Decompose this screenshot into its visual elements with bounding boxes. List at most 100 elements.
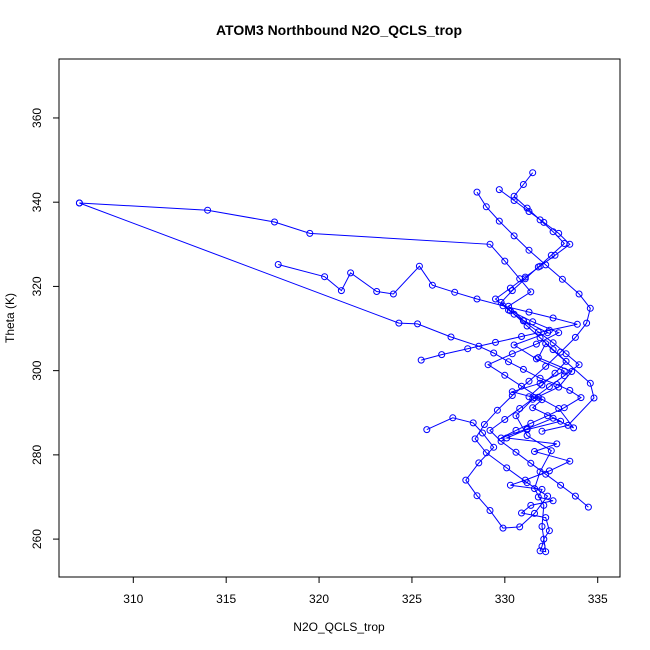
data-point	[492, 295, 499, 303]
data-point	[473, 295, 481, 303]
series-line	[79, 202, 595, 553]
data-point	[497, 437, 505, 445]
data-point	[583, 319, 591, 327]
data-point	[395, 319, 403, 327]
data-point	[447, 333, 455, 341]
chart-title: ATOM3 Northbound N2O_QCLS_trop	[216, 22, 462, 38]
data-point	[586, 379, 594, 387]
data-point	[518, 333, 525, 340]
data-point	[204, 206, 212, 214]
data-point	[347, 269, 355, 277]
data-point	[490, 443, 498, 451]
data-point	[510, 197, 518, 204]
data-point	[536, 334, 544, 342]
data-point	[484, 361, 492, 369]
data-point	[555, 405, 563, 412]
data-point	[521, 275, 529, 283]
data-point	[519, 365, 527, 373]
data-point	[510, 232, 518, 240]
data-point	[577, 394, 585, 402]
data-point	[534, 263, 542, 271]
series-line	[426, 191, 591, 529]
x-tick-label: 330	[495, 592, 515, 606]
data-point	[542, 514, 550, 522]
data-point	[562, 350, 570, 358]
data-point	[549, 414, 557, 422]
data-point	[423, 426, 431, 434]
data-point	[503, 464, 511, 472]
data-point	[534, 493, 542, 501]
data-point	[538, 427, 546, 435]
data-point	[512, 448, 520, 456]
data-point	[523, 322, 531, 330]
data-point	[493, 406, 501, 414]
y-tick-label: 300	[30, 360, 44, 380]
data-point	[542, 362, 550, 370]
data-point	[523, 479, 531, 487]
data-point	[486, 507, 494, 514]
x-axis-label: N2O_QCLS_trop	[293, 620, 385, 634]
data-point	[469, 419, 477, 427]
series-5	[497, 169, 570, 401]
data-point	[501, 416, 509, 423]
data-point	[586, 304, 594, 312]
data-point	[549, 314, 557, 322]
data-point	[505, 306, 512, 314]
data-point	[564, 421, 572, 429]
data-point	[573, 320, 581, 328]
data-point	[560, 367, 568, 375]
data-point	[532, 355, 540, 363]
data-point	[575, 361, 583, 369]
data-point	[584, 503, 592, 511]
data-point	[512, 412, 520, 420]
data-point	[510, 341, 518, 349]
data-point	[438, 351, 446, 359]
data-point	[557, 481, 565, 489]
data-point	[508, 388, 516, 396]
series-line	[79, 202, 582, 439]
data-point	[532, 340, 540, 348]
data-point	[475, 342, 483, 350]
data-point	[529, 404, 537, 412]
y-axis: 260 280 300 320 340 360	[30, 108, 60, 549]
x-tick-label: 310	[123, 592, 143, 606]
data-point	[510, 310, 518, 318]
data-point	[566, 457, 574, 465]
data-point	[525, 208, 533, 215]
data-point	[562, 357, 570, 365]
data-point	[525, 377, 533, 385]
data-point	[529, 169, 537, 177]
data-point	[555, 329, 563, 337]
y-axis-label: Theta (K)	[3, 293, 17, 343]
data-point	[534, 354, 542, 362]
data-point	[516, 405, 524, 412]
data-point	[538, 381, 546, 389]
x-tick-label: 315	[216, 592, 236, 606]
data-point	[523, 425, 531, 433]
data-point	[512, 426, 520, 434]
data-point	[321, 273, 329, 281]
data-point	[486, 240, 494, 248]
data-point	[510, 192, 518, 200]
data-point	[540, 535, 548, 543]
series-2	[274, 261, 581, 364]
series-line	[278, 264, 578, 361]
data-point	[462, 476, 470, 484]
data-point	[508, 287, 516, 295]
data-point	[571, 333, 579, 341]
data-point	[490, 349, 498, 357]
data-point	[545, 326, 553, 334]
data-point	[505, 358, 512, 366]
data-point	[501, 371, 509, 379]
data-point	[544, 412, 552, 420]
series-1	[75, 199, 585, 442]
data-point	[518, 382, 525, 390]
data-point	[417, 356, 425, 364]
data-point	[523, 432, 531, 439]
series-0	[75, 199, 598, 556]
series-layer	[75, 169, 598, 556]
data-point	[571, 492, 579, 500]
data-point	[538, 523, 546, 530]
data-point	[428, 281, 436, 289]
